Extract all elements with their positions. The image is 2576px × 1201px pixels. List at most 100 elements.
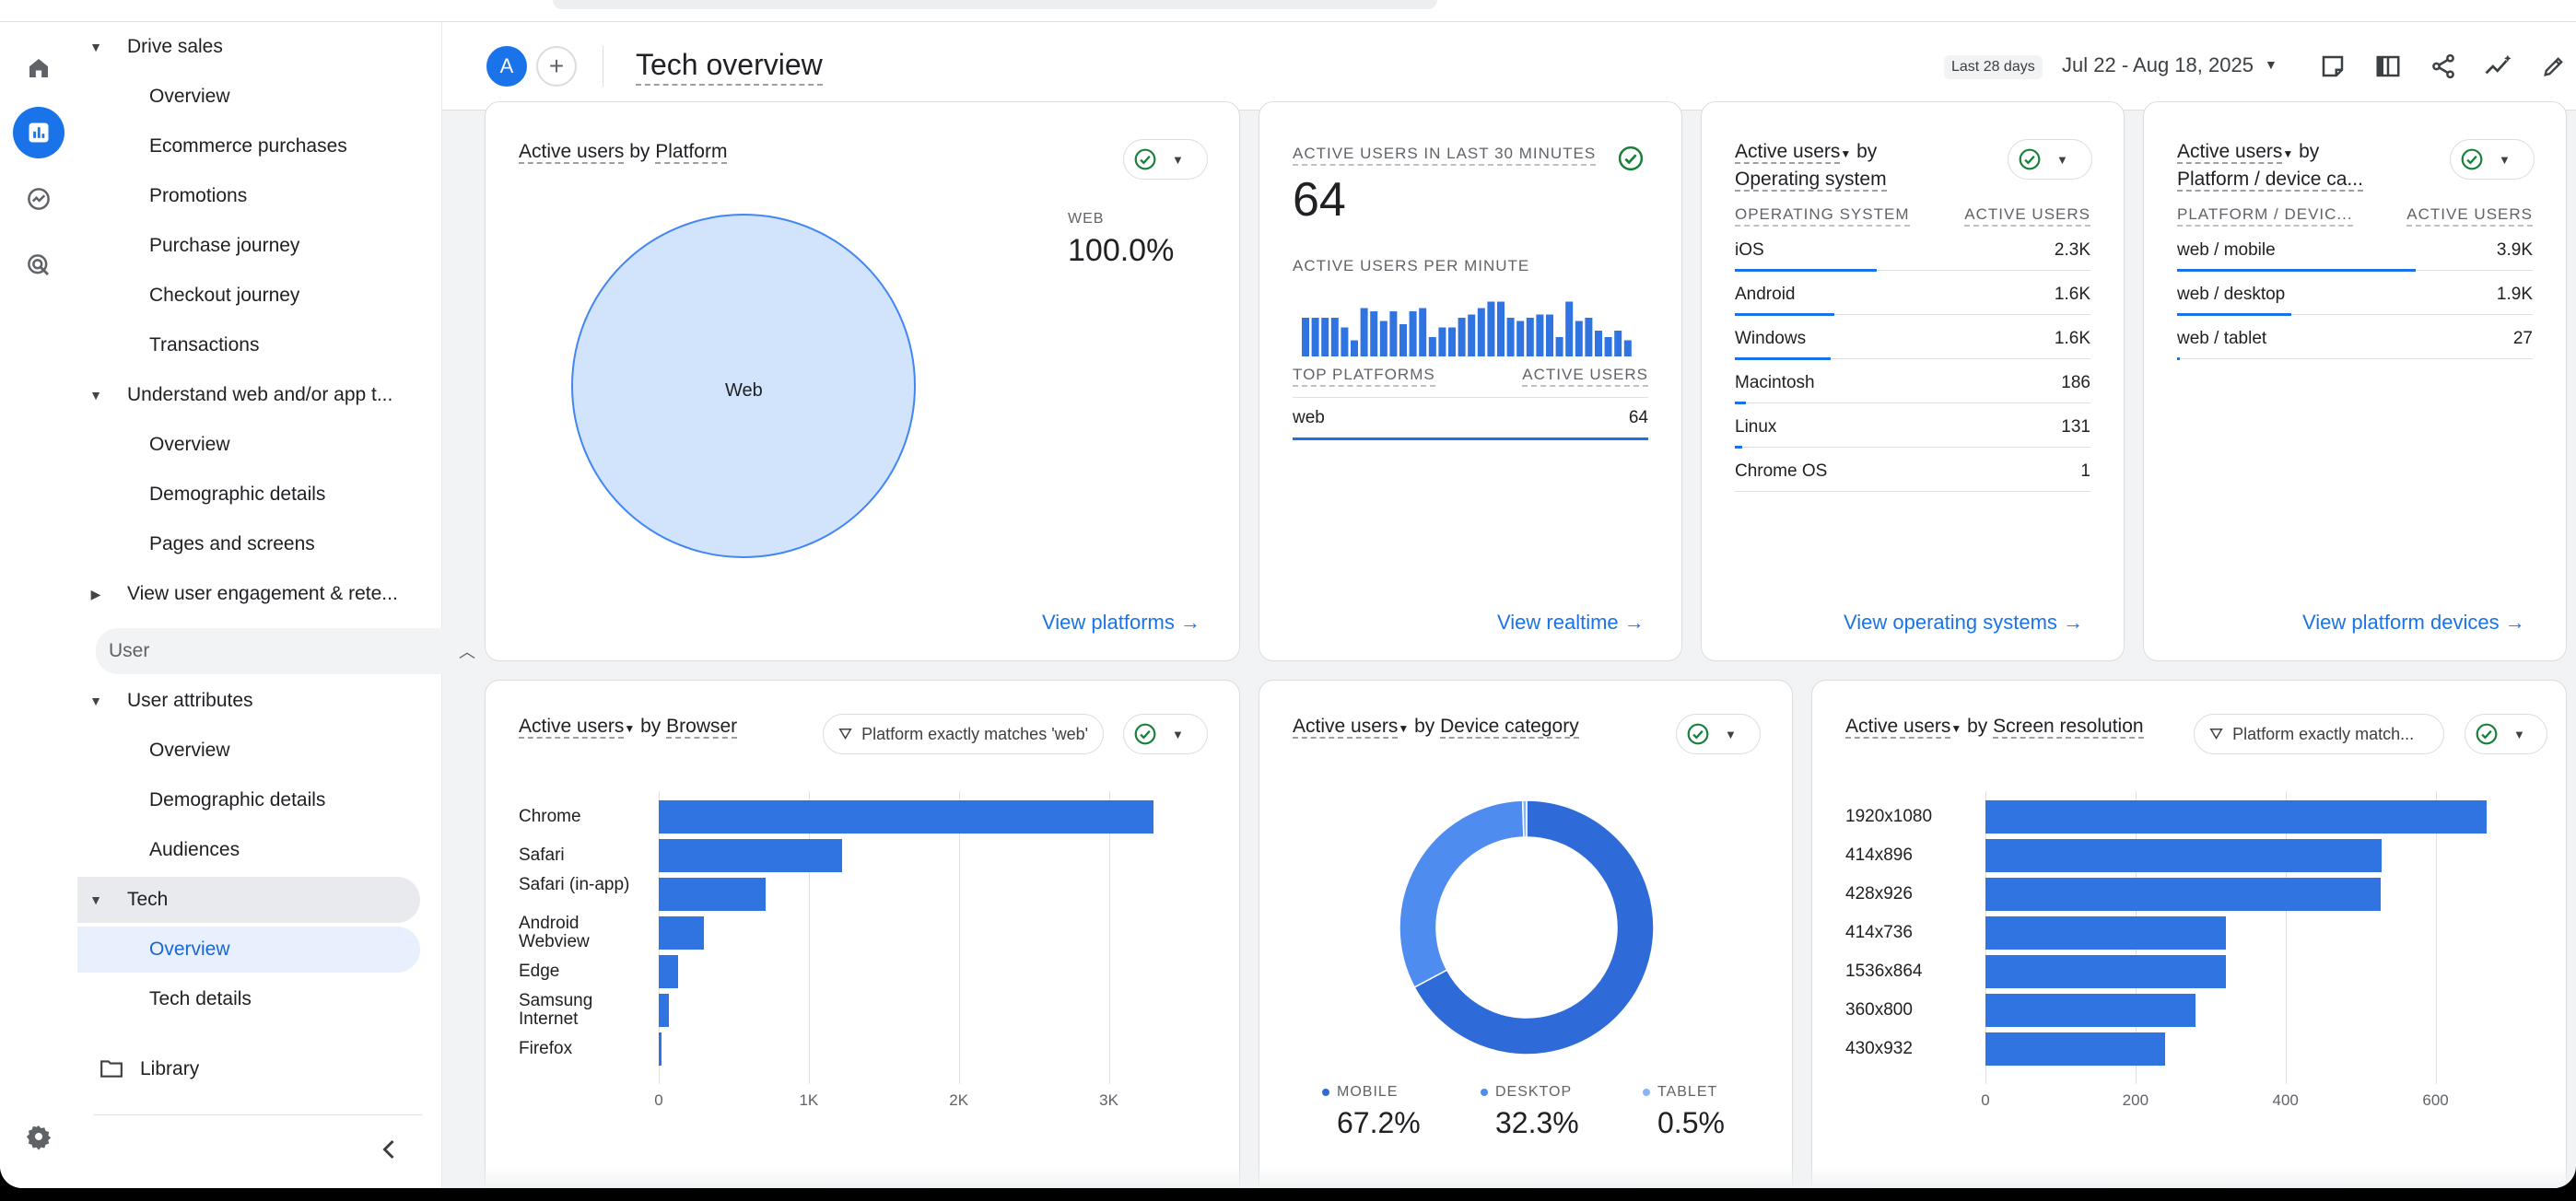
nav-item-pages-and-screens[interactable]: Pages and screens [77,521,420,567]
bar[interactable] [1985,955,2226,988]
compare-icon[interactable] [2370,48,2406,85]
insights-icon[interactable] [2480,48,2517,85]
donut-slice-desktop[interactable] [1399,799,1525,988]
nav-item-transactions[interactable]: Transactions [77,322,420,368]
bar[interactable] [1985,994,2195,1027]
edit-icon[interactable] [2535,48,2572,85]
dimension-label[interactable]: Platform / device ca... [2177,169,2363,192]
dimension-label[interactable]: Device category [1440,716,1579,739]
metric-label[interactable]: Active users [1845,716,1951,739]
view-platforms-link[interactable]: View platforms → [1042,611,1200,635]
card-status-menu[interactable]: ▼ [1676,714,1761,754]
check-circle-icon[interactable] [1617,145,1645,172]
minute-bar[interactable] [1330,318,1339,356]
report-icon[interactable] [2314,48,2351,85]
minute-bar[interactable] [1321,318,1329,356]
nav-item-promotions[interactable]: Promotions [77,173,420,219]
bar[interactable] [659,916,704,950]
minute-bar[interactable] [1536,314,1544,357]
minute-bar[interactable] [1555,337,1563,356]
minute-bar[interactable] [1623,340,1632,357]
nav-engagement[interactable]: ▶ View user engagement & rete... [77,571,420,617]
filter-chip[interactable]: ⛛ Platform exactly match... [2194,714,2444,754]
minute-bar[interactable] [1497,301,1505,357]
nav-item-demographic-details[interactable]: Demographic details [77,777,420,823]
nav-tech[interactable]: ▼ Tech [77,877,420,923]
minute-bar[interactable] [1438,327,1446,357]
bar[interactable] [659,1032,662,1066]
minute-bar[interactable] [1389,311,1398,356]
minute-bar[interactable] [1419,308,1427,357]
card-status-menu[interactable]: ▼ [2450,139,2535,180]
bar[interactable] [1985,878,2382,911]
bar[interactable] [1985,839,2382,872]
nav-item-tech-overview[interactable]: Overview [77,927,420,973]
add-comparison-button[interactable]: + [536,46,577,87]
minute-bar[interactable] [1370,311,1378,356]
date-range-chip[interactable]: Last 28 days [1944,55,2043,79]
settings-icon[interactable] [13,1111,64,1162]
share-icon[interactable] [2425,48,2462,85]
bar[interactable] [1985,1032,2166,1066]
metric-label[interactable]: Active users [1293,716,1399,739]
reports-icon[interactable] [13,107,64,158]
card-status-menu[interactable]: ▼ [1123,714,1208,754]
view-realtime-link[interactable]: View realtime → [1497,611,1645,635]
minute-bar[interactable] [1399,324,1407,356]
minute-bar[interactable] [1614,331,1622,356]
minute-bar[interactable] [1595,331,1602,356]
minute-bar[interactable] [1575,321,1583,357]
nav-item-ecommerce-purchases[interactable]: Ecommerce purchases [77,123,420,169]
metric-label[interactable]: Active users [519,141,625,164]
bar[interactable] [1985,916,2226,950]
date-range-value[interactable]: Jul 22 - Aug 18, 2025 [2062,53,2254,76]
collapse-nav-button[interactable] [370,1131,407,1168]
minute-bar[interactable] [1585,318,1593,356]
minute-bar[interactable] [1351,340,1358,357]
dimension-label[interactable]: Screen resolution [1993,716,2144,739]
minute-bar[interactable] [1409,311,1417,356]
minute-bar[interactable] [1360,308,1368,357]
advertising-icon[interactable] [13,239,64,291]
nav-item-overview[interactable]: Overview [77,728,420,774]
metric-label[interactable]: Active users [519,716,625,739]
nav-understand[interactable]: ▼ Understand web and/or app t... [77,372,420,418]
metric-label[interactable]: Active users [2177,141,2283,164]
nav-drive-sales[interactable]: ▼ Drive sales [77,24,420,70]
dimension-label[interactable]: Operating system [1735,169,1887,192]
minute-bar[interactable] [1506,318,1515,356]
view-operating-systems-link[interactable]: View operating systems → [1844,611,2083,635]
nav-item-demographic-details[interactable]: Demographic details [77,472,420,518]
nav-item-audiences[interactable]: Audiences [77,827,420,873]
bar[interactable] [1985,800,2487,834]
nav-item-overview[interactable]: Overview [77,422,420,468]
bar[interactable] [659,994,670,1027]
dimension-label[interactable]: Browser [666,716,738,739]
minute-bar[interactable] [1379,321,1388,357]
card-status-menu[interactable]: ▼ [2465,714,2547,754]
minute-bar[interactable] [1302,318,1309,356]
chevron-down-icon[interactable]: ▼ [2265,57,2277,72]
nav-item-checkout-journey[interactable]: Checkout journey [77,273,420,319]
dimension-label[interactable]: Platform [655,141,728,164]
minute-bar[interactable] [1487,301,1495,357]
nav-library[interactable]: Library [77,1046,420,1092]
card-status-menu[interactable]: ▼ [2008,139,2092,180]
comparison-avatar[interactable]: A [486,46,527,87]
minute-bar[interactable] [1565,301,1574,357]
explore-icon[interactable] [13,173,64,225]
nav-item-tech-details[interactable]: Tech details [77,976,420,1022]
minute-bar[interactable] [1546,314,1553,357]
donut-slice-mobile[interactable] [1413,799,1655,1055]
minute-bar[interactable] [1311,318,1319,356]
pie-slice-web[interactable] [571,214,916,558]
minute-bar[interactable] [1428,337,1436,356]
minute-bar[interactable] [1516,321,1525,357]
nav-item-overview[interactable]: Overview [77,74,420,120]
minute-bar[interactable] [1526,318,1534,356]
metric-label[interactable]: Active users [1735,141,1841,164]
bar[interactable] [659,955,679,988]
minute-bar[interactable] [1341,327,1349,357]
bar[interactable] [659,839,842,872]
minute-bar[interactable] [1448,327,1456,357]
